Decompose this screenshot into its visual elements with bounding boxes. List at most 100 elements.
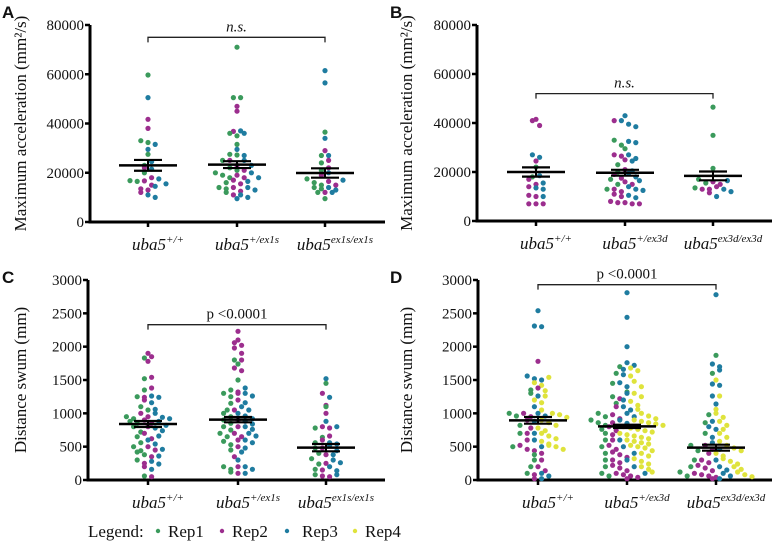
y-axis-title: Maximum acceleration (mm²/s)	[397, 15, 416, 231]
data-point-rep3	[533, 185, 539, 191]
data-point-rep2	[533, 193, 539, 200]
data-point-rep1	[134, 178, 140, 184]
data-point-rep2	[235, 337, 241, 343]
data-point-rep3	[322, 135, 328, 141]
data-point-rep4	[717, 393, 723, 399]
data-point-rep3	[626, 121, 632, 127]
data-point-rep1	[228, 387, 234, 393]
x-category-label: uba5+/ex3d	[604, 492, 670, 512]
data-point-rep1	[127, 418, 133, 424]
data-point-rep3	[622, 113, 628, 119]
data-point-rep4	[646, 461, 652, 467]
data-point-rep3	[626, 152, 632, 158]
data-point-rep3	[241, 152, 247, 159]
data-point-rep3	[640, 187, 646, 193]
data-point-rep3	[709, 434, 716, 440]
data-point-rep2	[618, 175, 625, 181]
data-point-rep2	[138, 410, 144, 416]
data-point-rep4	[617, 430, 623, 436]
data-point-rep2	[145, 444, 151, 450]
data-point-rep4	[717, 430, 723, 436]
data-point-rep2	[234, 103, 240, 109]
x-category-label: uba5+/+	[520, 233, 572, 253]
data-point-rep2	[524, 437, 530, 443]
data-point-rep1	[221, 410, 227, 416]
data-point-rep3	[642, 470, 648, 476]
data-point-rep4	[724, 422, 730, 428]
data-point-rep3	[334, 468, 340, 474]
data-point-rep1	[599, 426, 605, 432]
data-point-rep3	[242, 385, 248, 391]
data-point-rep2	[241, 175, 247, 181]
data-point-rep4	[535, 425, 541, 431]
data-point-rep1	[602, 430, 609, 436]
data-point-rep3	[327, 464, 333, 470]
data-point-rep3	[531, 323, 538, 329]
data-point-rep3	[145, 146, 151, 152]
data-point-rep4	[649, 429, 655, 435]
data-point-rep1	[528, 464, 534, 470]
data-point-rep4	[638, 394, 645, 400]
x-category-label: uba5ex3d/ex3d	[684, 233, 763, 253]
data-point-rep4	[713, 406, 719, 412]
data-point-rep3	[334, 424, 340, 430]
data-point-rep1	[602, 437, 609, 443]
data-point-rep1	[134, 434, 140, 440]
data-point-rep4	[628, 442, 634, 448]
y-tick-label: 80000	[434, 18, 472, 34]
data-point-rep1	[235, 361, 241, 367]
data-point-rep4	[553, 422, 559, 428]
data-point-rep1	[710, 132, 716, 138]
y-tick-label: 1500	[442, 373, 472, 389]
data-point-rep1	[322, 129, 328, 135]
data-point-rep3	[323, 376, 329, 382]
data-point-rep2	[613, 404, 619, 410]
data-point-rep2	[709, 476, 716, 482]
data-point-rep1	[710, 165, 716, 171]
data-point-rep3	[724, 467, 730, 473]
data-point-rep3	[709, 418, 716, 424]
data-point-rep3	[624, 290, 630, 296]
data-point-rep3	[156, 461, 162, 467]
data-point-rep4	[631, 378, 637, 384]
data-point-rep2	[231, 340, 237, 346]
data-point-rep1	[688, 464, 694, 470]
data-point-rep2	[239, 357, 245, 363]
data-point-rep3	[626, 184, 632, 190]
data-point-rep3	[531, 430, 538, 436]
data-point-rep2	[529, 118, 536, 124]
data-point-rep4	[646, 453, 652, 459]
y-tick-label: 500	[450, 440, 473, 456]
data-point-rep3	[156, 176, 162, 182]
y-axis-title: Maximum acceleration (mm²/s)	[11, 16, 30, 232]
data-point-rep2	[540, 201, 546, 207]
data-point-rep1	[692, 185, 698, 191]
data-point-rep2	[235, 437, 241, 443]
panel-letter: B	[390, 3, 402, 22]
data-point-rep4	[738, 466, 744, 472]
y-tick-label: 2000	[52, 340, 82, 356]
data-point-rep2	[149, 454, 155, 460]
data-point-rep3	[706, 424, 712, 430]
data-point-rep2	[615, 200, 621, 206]
x-category-label: uba5ex3d/ex3d	[687, 492, 766, 512]
data-point-rep2	[231, 407, 237, 413]
data-point-rep1	[524, 470, 530, 476]
data-point-rep1	[513, 413, 520, 419]
data-point-rep1	[602, 464, 609, 470]
data-point-rep3	[717, 367, 723, 373]
data-point-rep2	[323, 460, 329, 466]
data-point-rep4	[635, 444, 641, 450]
data-point-rep2	[239, 434, 245, 440]
data-point-rep3	[145, 192, 151, 198]
data-point-rep2	[533, 158, 539, 164]
data-point-rep4	[713, 410, 719, 416]
data-point-rep2	[239, 368, 245, 374]
data-point-rep3	[624, 384, 630, 390]
data-point-rep4	[542, 428, 548, 434]
data-point-rep3	[633, 140, 639, 146]
data-point-rep2	[231, 345, 237, 351]
data-point-rep4	[624, 437, 630, 443]
data-point-rep3	[330, 457, 336, 463]
data-point-rep4	[735, 461, 741, 467]
